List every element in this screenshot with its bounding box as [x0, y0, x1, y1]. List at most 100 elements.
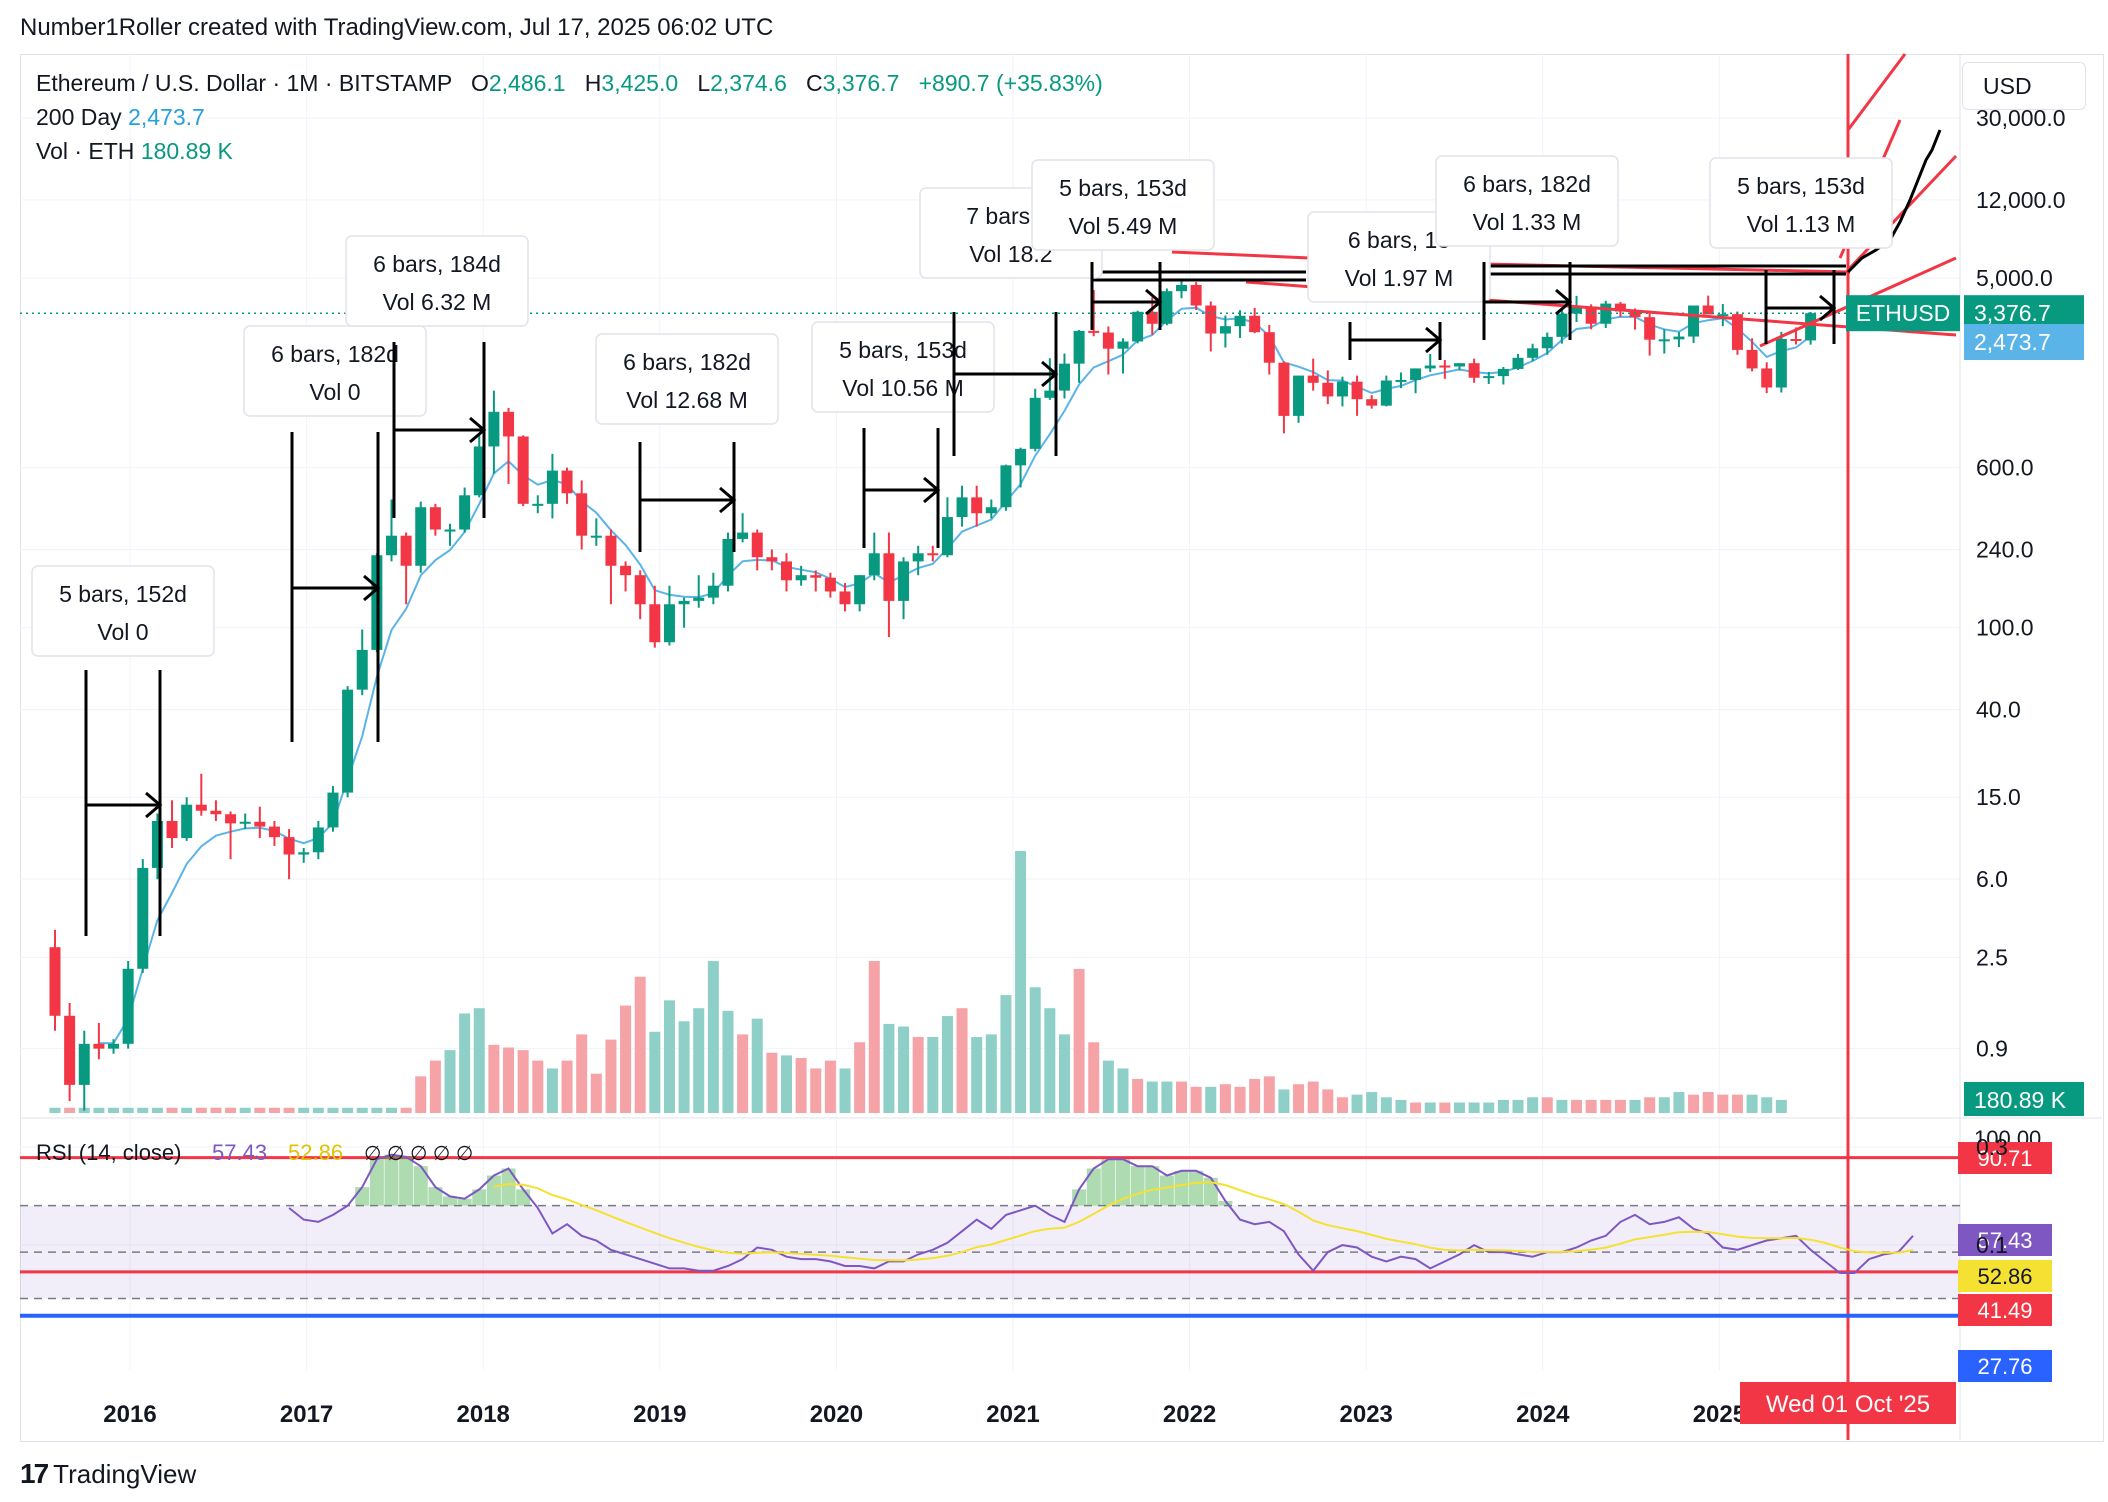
candle-body	[1614, 303, 1626, 312]
rsi-title: RSI (14, close)	[36, 1140, 182, 1165]
tradingview-logo[interactable]: 17 TradingView	[20, 1458, 196, 1490]
volume-bar	[1044, 1008, 1056, 1113]
candle-body	[620, 565, 632, 576]
time-tick-label: 2023	[1340, 1401, 1393, 1428]
volume-bar	[342, 1107, 354, 1113]
candle-body	[1746, 349, 1758, 369]
volume-bar	[122, 1107, 134, 1113]
range-arrow-head	[145, 791, 163, 819]
candle-body	[151, 820, 163, 868]
rsi-level-tag-label: 52.86	[1977, 1264, 2032, 1289]
candle-body	[1468, 363, 1480, 378]
candle-body	[693, 597, 705, 601]
price-tick-label: 100.0	[1976, 615, 2034, 641]
range-arrow-head	[469, 416, 487, 444]
range-label-box	[1435, 155, 1619, 247]
price-tick-label: 0.9	[1976, 1036, 2008, 1062]
candle-body	[971, 497, 983, 514]
close-label: C	[806, 70, 823, 96]
candle-body	[415, 507, 427, 566]
candle-body	[1176, 284, 1188, 292]
candle-body	[225, 814, 237, 824]
candle-body	[985, 507, 997, 514]
candle-body	[64, 1015, 76, 1085]
candle-body	[1015, 448, 1027, 466]
rsi-level-tag	[1958, 1260, 2052, 1292]
volume-bar	[912, 1037, 924, 1113]
candle-body	[1790, 338, 1802, 341]
time-tick-label: 2024	[1516, 1401, 1570, 1428]
time-tick-label: 2018	[457, 1401, 510, 1428]
volume-bar	[415, 1076, 427, 1113]
volume-bar	[707, 961, 719, 1113]
legend-row-volume[interactable]: Vol · ETH 180.89 K	[36, 138, 233, 165]
volume-bar	[839, 1068, 851, 1113]
candle-body	[839, 591, 851, 605]
volume-bar	[312, 1107, 324, 1113]
candle-body	[766, 557, 778, 562]
candle-body	[1731, 314, 1743, 350]
candle-body	[1219, 326, 1231, 334]
volume-bar	[546, 1068, 558, 1113]
candle-body	[941, 517, 953, 556]
candle-body	[488, 411, 500, 447]
candle-body	[254, 821, 266, 827]
candle-body	[517, 436, 529, 504]
volume-bar	[781, 1055, 792, 1113]
volume-bar	[1761, 1097, 1773, 1113]
volume-bar	[561, 1060, 573, 1113]
candle-body	[678, 600, 690, 605]
volume-bar	[371, 1107, 383, 1113]
volume-bar	[1146, 1081, 1158, 1113]
price-axis: 30,000.012,000.05,000.0600.0240.0100.040…	[1846, 105, 2084, 1258]
volume-bar	[1029, 987, 1041, 1113]
volume-bar	[1351, 1094, 1363, 1113]
range-label-box	[345, 235, 529, 327]
currency-button[interactable]: USD	[1962, 62, 2086, 110]
projection-path	[1846, 129, 1942, 274]
legend-row-ma[interactable]: 200 Day 2,473.7	[36, 104, 205, 131]
range-label-volume: Vol 0	[309, 379, 360, 405]
volume-bar	[225, 1107, 237, 1113]
volume-bar	[1614, 1099, 1626, 1113]
candle-body	[1556, 313, 1568, 337]
candle-body	[1205, 305, 1217, 334]
rsi-level-tag	[1958, 1142, 2052, 1174]
candle-body	[868, 553, 880, 576]
candle-body	[1044, 390, 1056, 398]
range-label-bars: 6 bars, 18	[1348, 227, 1450, 253]
candle-body	[956, 497, 968, 518]
volume-bar	[1058, 1034, 1070, 1113]
ma-price-tag-label: 2,473.7	[1974, 329, 2051, 355]
date-range-annotation: 5 bars, 153d Vol 5.49 M	[1031, 159, 1215, 330]
volume-bar	[459, 1013, 471, 1113]
date-range-annotation: 6 bars, 182d Vol 0	[243, 325, 427, 742]
candle-body	[298, 852, 310, 855]
volume-bar	[693, 1008, 705, 1113]
candle-body	[400, 535, 412, 566]
candle-body	[1658, 339, 1670, 342]
volume-bar	[1263, 1076, 1275, 1113]
volume-bar	[1234, 1086, 1246, 1113]
candle-body	[1497, 368, 1509, 377]
volume-bar	[1307, 1081, 1319, 1113]
high-value: 3,425.0	[601, 70, 679, 96]
candle-body	[78, 1043, 90, 1085]
symbol-title[interactable]: Ethereum / U.S. Dollar · 1M · BITSTAMP	[36, 70, 452, 96]
volume-bar	[854, 1042, 866, 1113]
candle-body	[108, 1043, 120, 1049]
date-range-annotation: 5 bars, 152d Vol 0	[31, 565, 215, 936]
volume-bar	[649, 1031, 661, 1113]
range-arrow-head	[719, 486, 737, 514]
range-label-bars: 6 bars, 182d	[271, 341, 399, 367]
volume-value: 180.89 K	[140, 138, 233, 164]
range-label-volume: Vol 10.56 M	[842, 375, 963, 401]
candle-body	[137, 867, 149, 969]
candle-body	[342, 689, 354, 793]
volume-bar	[898, 1026, 910, 1113]
time-tick-label: 2022	[1163, 1401, 1216, 1428]
volume-label: Vol · ETH	[36, 138, 135, 164]
volume-bar	[1117, 1068, 1129, 1113]
